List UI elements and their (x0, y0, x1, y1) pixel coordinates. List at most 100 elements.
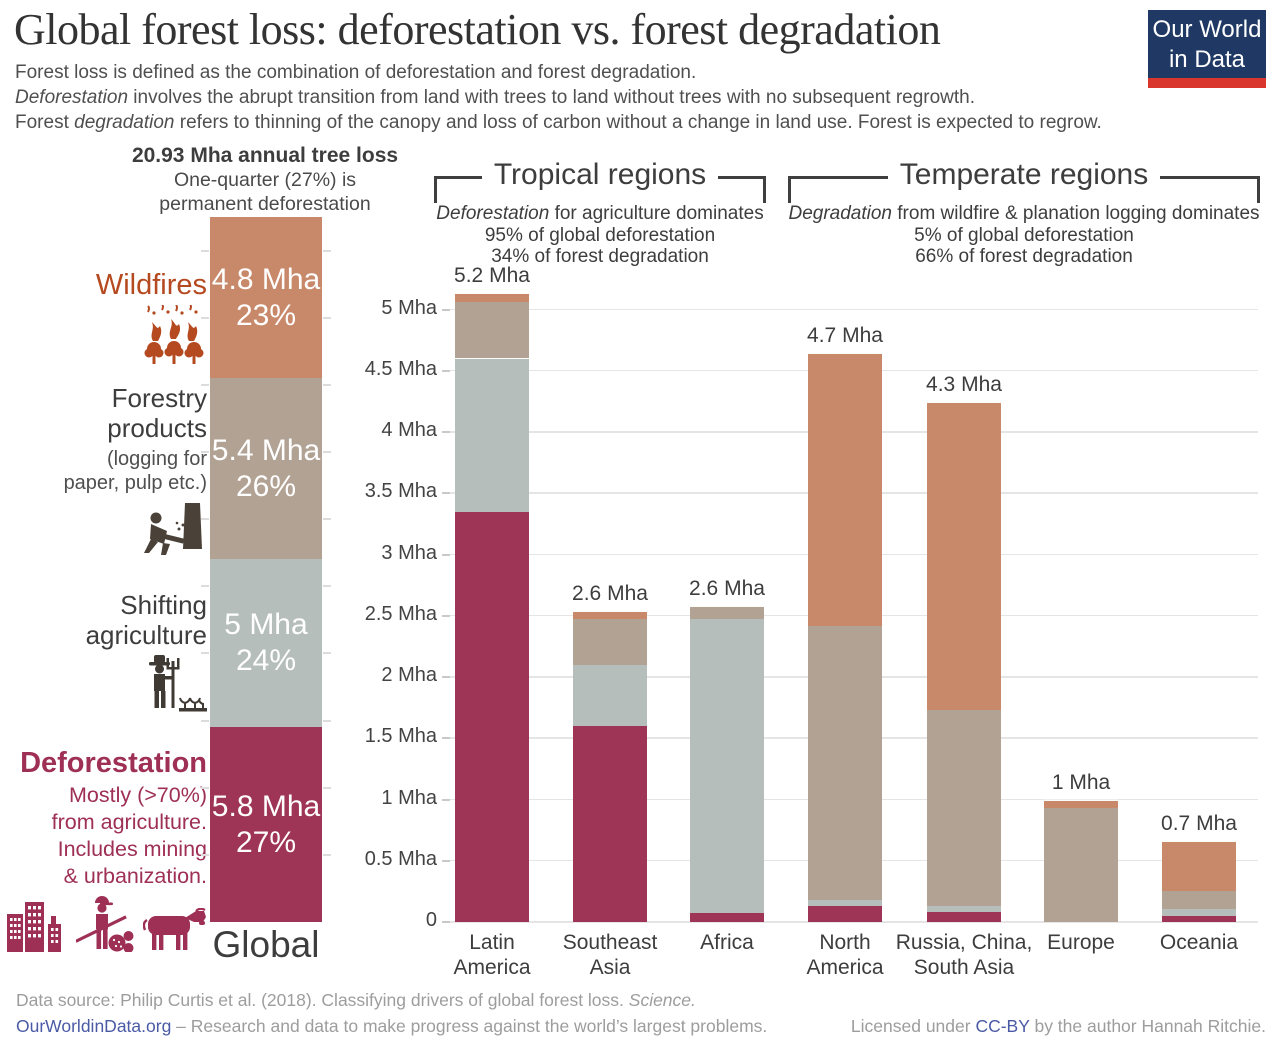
bar-segment-oceania-forestry-products (1162, 891, 1236, 909)
bar-segment-latin-america-forestry-products (455, 302, 529, 359)
bar-category-label-africa: Africa (700, 931, 754, 954)
bar-category-label-north-america: North America (806, 931, 884, 979)
global-tick-right-12 (323, 518, 331, 521)
forestry-sub-line2: paper, pulp etc.) (63, 472, 207, 494)
bar-total-southeast-asia: 2.6 Mha (572, 582, 648, 606)
subtitle-line-3: Forest degradation refers to thinning of… (15, 112, 1102, 133)
global-tick-right-8 (323, 652, 331, 655)
ytick-label-2-mha: 2 Mha (381, 664, 437, 686)
wildfire-icon (0, 304, 207, 370)
global-tick-right-20 (323, 249, 331, 252)
bar-segment-russia-china-south-asia-forestry-products (927, 710, 1001, 907)
ytick-label-3-mha: 3 Mha (381, 541, 437, 564)
bar-segment-latin-america-wildfires (455, 293, 529, 303)
global-tick-right-4 (323, 786, 331, 789)
bar-segment-southeast-asia-wildfires (573, 612, 647, 620)
temperate-title: Temperate regions (899, 158, 1149, 191)
footer-data-source: Data source: Philip Curtis et al. (2018)… (16, 990, 696, 1010)
bar-segment-russia-china-south-asia-wildfires (927, 402, 1001, 711)
temperate-sub-2: 5% of global deforestation (914, 224, 1134, 246)
global-segment-forestry-products: 5.4 Mha 26% (210, 378, 322, 560)
temperate-bracket-right (1160, 176, 1260, 203)
bar-total-oceania: 0.7 Mha (1161, 812, 1237, 836)
tropical-title: Tropical regions (493, 158, 707, 191)
bar-category-label-southeast-asia: Southeast Asia (562, 931, 658, 979)
miner-icon (75, 896, 134, 957)
global-tick-left-18 (201, 316, 209, 319)
bar-segment-russia-china-south-asia-deforestation (927, 912, 1001, 922)
owid-logo-stripe (1148, 78, 1266, 88)
global-headline-line2: One-quarter (27%) is (173, 169, 357, 191)
ytick-4-mha (442, 431, 450, 433)
global-tick-right-16 (323, 383, 331, 386)
bar-segment-southeast-asia-forestry-products (573, 619, 647, 665)
bar-total-north-america: 4.7 Mha (807, 323, 883, 347)
ytick-label-0-5-mha: 0.5 Mha (364, 847, 437, 870)
ytick-5-mha (442, 308, 450, 311)
ytick-label-3-5-mha: 3.5 Mha (364, 480, 437, 503)
deforestation-annotation: Deforestation Mostly (>70%) from agricul… (0, 748, 207, 957)
temperate-group-header: Temperate regions Degradation from wildf… (788, 158, 1260, 268)
ytick-label-1-5-mha: 1.5 Mha (364, 725, 437, 748)
global-bar-headline: 20.93 Mha annual tree loss One-quarter (… (95, 144, 435, 216)
global-tick-right-2 (323, 853, 331, 856)
bar-segment-africa-shifting-agriculture (690, 619, 764, 914)
tropical-bracket-left (434, 176, 482, 203)
global-tick-left-16 (201, 383, 209, 386)
forestry-label-line2: products (107, 413, 207, 443)
temperate-bracket-left (788, 176, 888, 203)
shifting-annotation: Shifting agriculture (0, 590, 207, 723)
ytick-0 (442, 921, 450, 923)
footer-tagline: OurWorldinData.org – Research and data t… (16, 1016, 768, 1036)
global-headline-line3: permanent deforestation (159, 193, 371, 215)
bar-segment-latin-america-deforestation (455, 511, 529, 922)
global-tick-right-10 (323, 585, 331, 588)
bar-segment-europe-wildfires (1044, 800, 1118, 809)
global-tick-left-12 (201, 518, 209, 521)
bar-segment-oceania-shifting-agriculture (1162, 908, 1236, 916)
bar-segment-southeast-asia-shifting-agriculture (573, 664, 647, 726)
ytick-4-5-mha (442, 369, 450, 372)
bar-segment-africa-forestry-products (690, 607, 764, 620)
global-tick-right-14 (323, 451, 331, 453)
forestry-sub-line1: (logging for (106, 448, 207, 470)
bar-segment-north-america-shifting-agriculture (808, 899, 882, 907)
footer-license: Licensed under CC-BY by the author Hanna… (850, 1016, 1266, 1036)
temperate-sub-3: 66% of forest degradation (915, 246, 1133, 267)
wildfires-label: Wildfires (95, 269, 207, 301)
farmer-icon (0, 654, 207, 723)
shifting-label-line2: agriculture (85, 620, 207, 650)
page-title: Global forest loss: deforestation vs. fo… (14, 5, 941, 54)
global-tick-left-8 (201, 652, 209, 655)
owid-logo-box: Our World in Data (1148, 10, 1266, 78)
ytick-label-4-mha: 4 Mha (381, 419, 437, 441)
page-subtitle: Forest loss is defined as the combinatio… (15, 60, 1155, 135)
global-tick-left-2 (201, 853, 209, 856)
deforestation-icons (0, 896, 207, 957)
ytick-1-mha (442, 798, 450, 801)
bar-segment-europe-forestry-products (1044, 808, 1118, 922)
ytick-label-5-mha: 5 Mha (381, 296, 437, 319)
bar-total-latin-america: 5.2 Mha (454, 263, 530, 287)
ytick-2-mha (442, 676, 450, 678)
bar-category-label-latin-america: Latin America (453, 931, 531, 979)
tropical-sub-3: 34% of forest degradation (491, 246, 709, 267)
ytick-0-5-mha (442, 859, 450, 862)
bar-segment-north-america-deforestation (808, 906, 882, 922)
owid-link[interactable]: OurWorldinData.org (16, 1016, 172, 1036)
bar-total-europe: 1 Mha (1051, 770, 1111, 794)
global-tick-left-6 (201, 719, 209, 722)
buildings-icon (7, 900, 67, 957)
cc-by-link[interactable]: CC-BY (975, 1016, 1030, 1036)
bar-category-label-oceania: Oceania (1159, 931, 1239, 954)
deforestation-sub-line1: Mostly (>70%) (69, 783, 207, 807)
wildfires-annotation: Wildfires (0, 270, 207, 370)
tropical-bracket-right (718, 176, 767, 203)
deforestation-sub-line2: from agriculture. (51, 810, 207, 834)
deforestation-label: Deforestation (20, 747, 207, 779)
bar-segment-russia-china-south-asia-shifting-agriculture (927, 906, 1001, 913)
ytick-2-5-mha (442, 614, 450, 617)
ytick-3-5-mha (442, 492, 450, 495)
global-total-label: 20.93 Mha annual tree loss (131, 144, 399, 167)
